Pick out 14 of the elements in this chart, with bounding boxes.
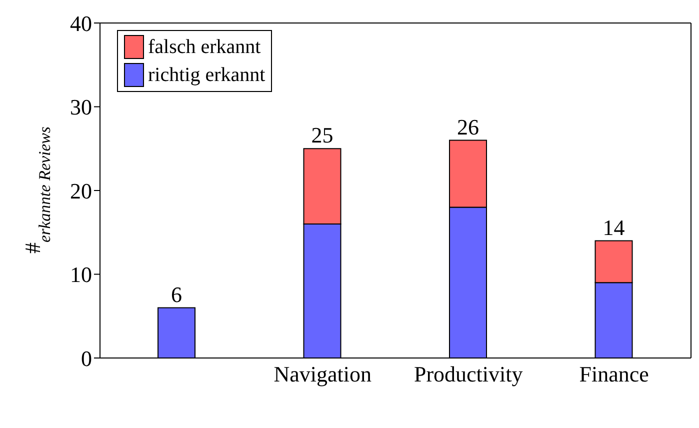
- total-label: 25: [311, 122, 334, 148]
- y-tick-label: 20: [70, 178, 92, 204]
- legend-label: falsch erkannt: [148, 35, 261, 60]
- total-label: 6: [171, 282, 182, 307]
- x-tick-label: Productivity: [414, 362, 523, 387]
- y-tick-label: 0: [81, 346, 92, 371]
- total-label: 26: [457, 114, 479, 140]
- y-tick-label: 30: [70, 94, 92, 120]
- legend-label: richtig erkannt: [148, 63, 266, 88]
- x-tick-label: Finance: [579, 362, 649, 387]
- y-tick-label: 40: [70, 10, 92, 36]
- y-tick-label: 10: [70, 262, 92, 288]
- total-label: 14: [602, 214, 625, 240]
- x-tick-label: Navigation: [274, 362, 372, 387]
